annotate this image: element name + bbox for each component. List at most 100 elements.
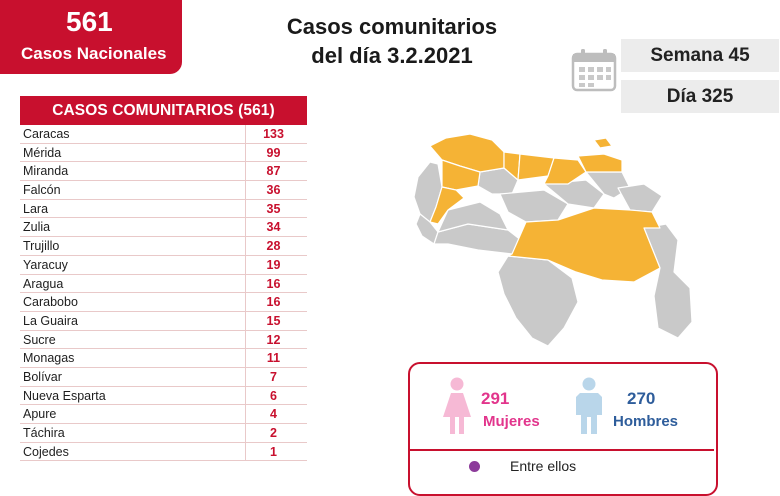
state-name: Miranda xyxy=(23,164,69,179)
state-name: Falcón xyxy=(23,183,61,198)
state-name: Monagas xyxy=(23,351,75,366)
day-box: Día 325 xyxy=(621,80,779,113)
men-count: 270 xyxy=(627,389,656,408)
state-name: Lara xyxy=(23,201,49,216)
case-count: 15 xyxy=(266,313,281,328)
national-cases-label: Casos Nacionales xyxy=(21,44,167,63)
table-row: Sucre 12 xyxy=(20,330,307,350)
table-row: Apure 4 xyxy=(20,405,307,424)
map-region-guayana-east xyxy=(643,223,693,339)
table-row: Aragua 16 xyxy=(20,274,307,294)
state-name: Mérida xyxy=(23,145,62,160)
state-name: Táchira xyxy=(23,426,65,440)
case-count: 2 xyxy=(270,426,277,440)
column-divider xyxy=(245,293,246,312)
week-box: Semana 45 xyxy=(621,39,779,72)
case-count: 7 xyxy=(270,369,277,384)
gender-box-divider xyxy=(410,449,714,451)
map-region-bolivar xyxy=(507,207,661,283)
woman-icon xyxy=(443,377,471,434)
table-row: Yaracuy 19 xyxy=(20,255,307,275)
table-header: CASOS COMUNITARIOS (561) xyxy=(20,96,307,125)
case-count: 1 xyxy=(270,444,277,459)
case-count: 16 xyxy=(266,276,281,291)
table-row: Cojedes 1 xyxy=(20,442,307,462)
column-divider xyxy=(245,181,246,200)
table-row: Carabobo 16 xyxy=(20,293,307,312)
table-row: Caracas 133 xyxy=(20,125,307,144)
entre-ellos-text: Entre ellos xyxy=(510,458,577,474)
case-count: 12 xyxy=(266,332,281,347)
state-name: Carabobo xyxy=(23,295,78,310)
map-region-caracas-miranda xyxy=(543,157,587,185)
map-region-sucre xyxy=(577,153,623,173)
map-region-amazonas xyxy=(497,255,579,347)
table-row: Lara 35 xyxy=(20,199,307,219)
map-region-trujillo-merida xyxy=(429,186,465,225)
column-divider xyxy=(245,143,246,163)
national-cases-badge: 561 Casos Nacionales xyxy=(0,0,182,74)
women-count: 291 xyxy=(481,389,510,408)
column-divider xyxy=(245,405,246,424)
state-name: Aragua xyxy=(23,276,64,291)
community-cases-table: CASOS COMUNITARIOS (561) Caracas 133 Mérid… xyxy=(20,96,307,462)
map-region-delta xyxy=(617,183,663,213)
state-name: Caracas xyxy=(23,127,70,141)
map-region-anzoategui xyxy=(543,179,605,209)
table-row: Nueva Esparta 6 xyxy=(20,386,307,406)
column-divider xyxy=(245,199,246,219)
case-count: 87 xyxy=(266,164,281,179)
column-divider xyxy=(245,424,246,443)
state-name: Apure xyxy=(23,407,57,422)
title-line-1: Casos comunitarios xyxy=(286,14,498,39)
national-cases-number: 561 xyxy=(66,6,113,37)
case-count: 35 xyxy=(266,201,281,216)
state-name: Sucre xyxy=(23,332,56,347)
women-label: Mujeres xyxy=(483,413,540,430)
map-region-barinas xyxy=(437,201,509,233)
column-divider xyxy=(245,237,246,256)
table-row: Miranda 87 xyxy=(20,162,307,182)
column-divider xyxy=(245,162,246,182)
case-count: 19 xyxy=(266,257,281,272)
state-name: Cojedes xyxy=(23,444,69,459)
calendar-icon xyxy=(571,49,617,92)
case-count: 133 xyxy=(263,127,284,141)
case-count: 28 xyxy=(266,239,281,254)
state-name: Yaracuy xyxy=(23,257,68,272)
column-divider xyxy=(245,274,246,294)
men-label: Hombres xyxy=(613,413,679,430)
venezuela-map xyxy=(413,133,693,347)
case-count: 6 xyxy=(270,388,277,403)
column-divider xyxy=(245,125,246,144)
state-name: La Guaira xyxy=(23,313,78,328)
column-divider xyxy=(245,367,246,387)
case-count: 4 xyxy=(270,407,277,422)
page-title: Casos comunitarios del día 3.2.2021 xyxy=(262,12,522,70)
table-row: La Guaira 15 xyxy=(20,311,307,331)
column-divider xyxy=(245,330,246,350)
table-row: Mérida 99 xyxy=(20,143,307,163)
man-icon xyxy=(576,377,602,434)
table-row: Monagas 11 xyxy=(20,349,307,368)
state-name: Bolívar xyxy=(23,369,62,384)
table-row: Zulia 34 xyxy=(20,218,307,238)
case-count: 36 xyxy=(266,183,281,198)
column-divider xyxy=(245,255,246,275)
table-row: Falcón 36 xyxy=(20,181,307,200)
case-count: 11 xyxy=(266,351,281,366)
column-divider xyxy=(245,349,246,368)
bullet-dot xyxy=(469,461,480,472)
column-divider xyxy=(245,218,246,238)
column-divider xyxy=(245,386,246,406)
table-row: Trujillo 28 xyxy=(20,237,307,256)
column-divider xyxy=(245,442,246,462)
state-name: Trujillo xyxy=(23,239,60,254)
state-name: Zulia xyxy=(23,220,51,235)
table-row: Táchira 2 xyxy=(20,424,307,443)
map-region-falcon xyxy=(429,133,505,173)
table-row: Bolívar 7 xyxy=(20,367,307,387)
case-count: 34 xyxy=(266,220,281,235)
case-count: 16 xyxy=(266,295,281,310)
case-count: 99 xyxy=(266,145,281,160)
